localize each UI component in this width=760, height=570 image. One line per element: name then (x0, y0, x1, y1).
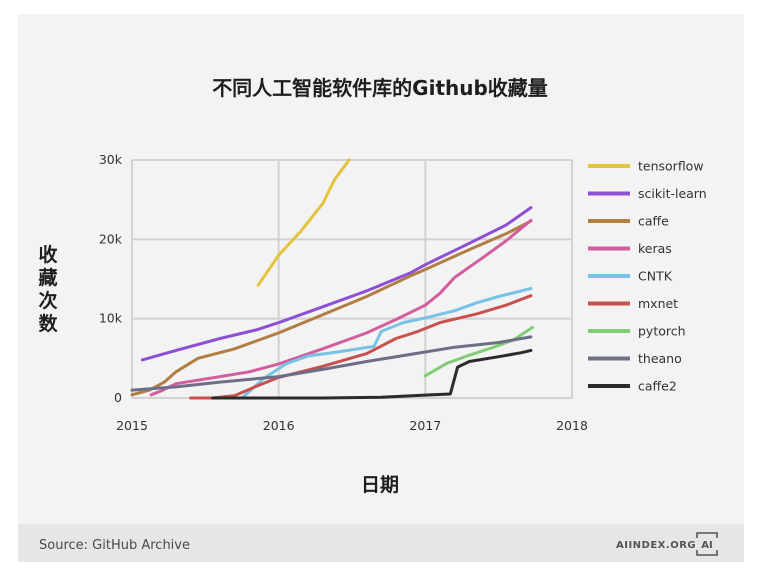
y-tick-label: 10k (99, 311, 123, 326)
y-axis-label-char: 藏 (38, 267, 58, 289)
y-axis-label-char: 次 (38, 290, 58, 312)
series-line-caffe (130, 219, 533, 397)
y-axis-label: 收藏次数 (34, 244, 62, 336)
y-tick-label: 0 (114, 390, 122, 405)
legend-label: caffe (638, 214, 669, 229)
legend-label: mxnet (638, 296, 678, 311)
series-line-caffe2 (211, 348, 533, 400)
y-axis-label-char: 数 (38, 313, 58, 335)
x-tick-label: 2015 (116, 418, 148, 433)
x-tick-label: 2017 (409, 418, 441, 433)
logo-text: AI (701, 540, 712, 551)
series-line-tensorflow (256, 158, 351, 287)
legend-label: theano (638, 351, 682, 366)
brand-name: AIINDEX.ORG (616, 540, 697, 551)
chart-title: 不同人工智能软件库的Github收藏量 (212, 76, 548, 100)
x-tick-label: 2018 (556, 418, 588, 433)
series-line-keras (149, 218, 533, 397)
x-tick-label: 2016 (263, 418, 295, 433)
legend-label: scikit-learn (638, 186, 707, 201)
legend-label: tensorflow (638, 159, 704, 174)
plot-background (132, 160, 572, 398)
y-tick-label: 30k (99, 152, 123, 167)
series-line-cntk (240, 287, 533, 400)
legend-label: keras (638, 241, 672, 256)
series-line-theano (130, 335, 533, 392)
series-line-scikit-learn (140, 206, 533, 362)
y-axis-label-char: 收 (38, 244, 58, 266)
y-tick-label: 20k (99, 231, 123, 246)
x-axis-label: 日期 (360, 474, 399, 496)
legend-label: pytorch (638, 324, 686, 339)
legend-label: caffe2 (638, 379, 677, 394)
legend-label: CNTK (638, 269, 673, 284)
aiindex-logo-icon: AI (696, 532, 718, 556)
source-note: Source: GitHub Archive (39, 538, 190, 553)
series-line-mxnet (189, 294, 533, 400)
footer-bar (18, 524, 744, 562)
